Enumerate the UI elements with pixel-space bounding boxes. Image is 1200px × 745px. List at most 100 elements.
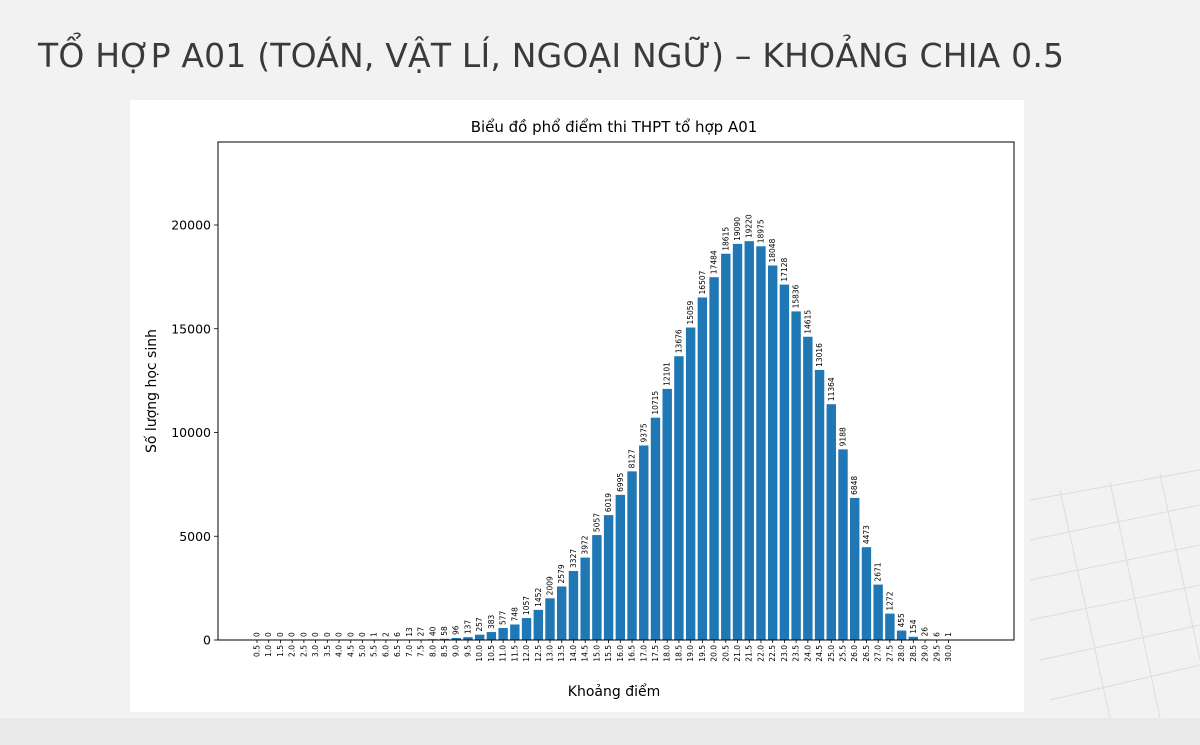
x-tick-label: 15.0 bbox=[592, 645, 601, 662]
x-tick-label: 6.5 bbox=[393, 645, 402, 657]
x-tick-label: 29.5 bbox=[932, 645, 941, 662]
bar bbox=[838, 449, 848, 640]
bar-value-label: 8127 bbox=[628, 449, 637, 468]
bar-value-label: 0 bbox=[335, 632, 344, 637]
x-tick-label: 25.0 bbox=[827, 645, 836, 662]
bar-value-label: 14615 bbox=[803, 310, 812, 334]
bar-value-label: 455 bbox=[897, 613, 906, 628]
bar bbox=[873, 584, 883, 640]
bar-value-label: 27 bbox=[417, 627, 426, 637]
bar-value-label: 17484 bbox=[710, 250, 719, 274]
bar-value-label: 1 bbox=[370, 632, 379, 637]
x-tick-label: 9.5 bbox=[463, 645, 472, 657]
bar bbox=[803, 336, 813, 640]
bar bbox=[615, 494, 626, 640]
x-tick-label: 10.5 bbox=[487, 645, 496, 662]
bar bbox=[896, 630, 907, 640]
x-tick-label: 22.5 bbox=[768, 645, 777, 662]
bar bbox=[826, 404, 836, 640]
x-tick-label: 29.0 bbox=[921, 645, 930, 662]
bar-value-label: 19220 bbox=[745, 214, 754, 238]
bar bbox=[744, 241, 754, 640]
bar-value-label: 13 bbox=[405, 627, 414, 637]
bar-value-label: 3327 bbox=[569, 549, 578, 568]
bar-value-label: 18048 bbox=[768, 238, 777, 262]
bar-value-label: 5057 bbox=[592, 513, 601, 532]
bar-value-label: 6019 bbox=[604, 493, 613, 512]
x-tick-label: 23.5 bbox=[792, 645, 801, 662]
bar-value-label: 6995 bbox=[616, 473, 625, 492]
x-tick-label: 2.5 bbox=[299, 645, 308, 657]
bar bbox=[603, 515, 614, 640]
bar-value-label: 17128 bbox=[780, 258, 789, 282]
x-tick-label: 26.5 bbox=[862, 645, 871, 662]
bar-value-label: 2009 bbox=[546, 576, 555, 595]
score-distribution-chart: Biểu đồ phổ điểm thi THPT tổ hợp A01 Kho… bbox=[143, 118, 1015, 700]
bar bbox=[767, 265, 778, 640]
x-tick-label: 27.0 bbox=[874, 645, 883, 662]
bar bbox=[662, 388, 672, 640]
bar bbox=[510, 624, 520, 640]
bar bbox=[592, 535, 602, 640]
bar-value-label: 257 bbox=[475, 617, 484, 632]
x-tick-label: 6.0 bbox=[381, 645, 390, 657]
chart-title: Biểu đồ phổ điểm thi THPT tổ hợp A01 bbox=[471, 118, 758, 136]
x-tick-label: 8.5 bbox=[440, 645, 449, 657]
bar-value-label: 13016 bbox=[815, 343, 824, 367]
bar-value-label: 1 bbox=[944, 632, 953, 637]
bar-value-label: 6848 bbox=[850, 476, 859, 495]
x-tick-label: 16.5 bbox=[628, 645, 637, 662]
x-tick-label: 30.0 bbox=[944, 645, 953, 662]
bar-value-label: 2 bbox=[381, 632, 390, 637]
x-tick-label: 1.0 bbox=[264, 645, 273, 657]
bar-value-label: 137 bbox=[463, 620, 472, 635]
y-axis-label: Số lượng học sinh bbox=[143, 329, 160, 453]
bar bbox=[521, 618, 532, 640]
bar bbox=[650, 417, 661, 640]
bar bbox=[498, 628, 508, 640]
bar bbox=[814, 369, 825, 640]
x-tick-label: 26.0 bbox=[850, 645, 859, 662]
x-tick-label: 25.5 bbox=[839, 645, 848, 662]
bar bbox=[791, 311, 801, 640]
x-tick-label: 18.0 bbox=[663, 645, 672, 662]
bar bbox=[639, 445, 649, 640]
bar bbox=[885, 613, 895, 640]
x-tick-label: 12.0 bbox=[522, 645, 531, 662]
bar-value-label: 6 bbox=[932, 632, 941, 637]
bar bbox=[439, 638, 450, 640]
x-tick-label: 19.5 bbox=[698, 645, 707, 662]
bar bbox=[451, 638, 461, 640]
x-tick-label: 4.0 bbox=[335, 645, 344, 657]
bar-value-label: 58 bbox=[440, 626, 449, 636]
bar bbox=[557, 586, 567, 640]
x-tick-label: 24.0 bbox=[803, 645, 812, 662]
bar-value-label: 0 bbox=[346, 632, 355, 637]
bar bbox=[568, 570, 579, 640]
bar-value-label: 96 bbox=[452, 625, 461, 635]
bar-value-label: 4473 bbox=[862, 525, 871, 544]
bar bbox=[779, 284, 790, 640]
x-tick-label: 14.0 bbox=[569, 645, 578, 662]
x-tick-label: 18.5 bbox=[674, 645, 683, 662]
bar-value-label: 19090 bbox=[733, 217, 742, 241]
x-tick-label: 13.0 bbox=[546, 645, 555, 662]
bar bbox=[908, 636, 919, 640]
x-axis-label: Khoảng điểm bbox=[568, 683, 660, 700]
bar-value-label: 1452 bbox=[534, 588, 543, 607]
bar bbox=[486, 632, 497, 640]
bar-value-label: 0 bbox=[358, 632, 367, 637]
x-tick-label: 12.5 bbox=[534, 645, 543, 662]
y-tick-label: 20000 bbox=[171, 218, 211, 233]
bar bbox=[697, 297, 708, 640]
bar bbox=[709, 277, 719, 640]
bar-value-label: 0 bbox=[253, 632, 262, 637]
x-tick-label: 0.5 bbox=[253, 645, 262, 657]
bar-value-label: 15836 bbox=[792, 284, 801, 308]
bar bbox=[861, 547, 872, 640]
bar bbox=[674, 356, 684, 640]
bar bbox=[463, 637, 473, 640]
x-tick-label: 13.5 bbox=[557, 645, 566, 662]
bar-value-label: 1272 bbox=[885, 591, 894, 610]
